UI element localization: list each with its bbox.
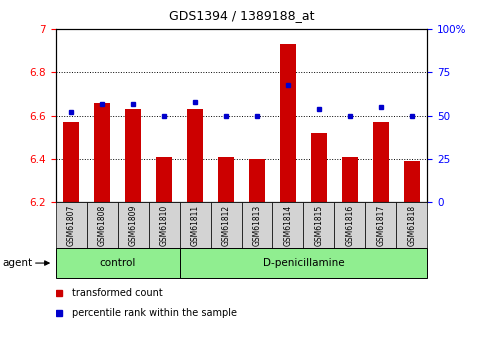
Text: GSM61817: GSM61817 — [376, 205, 385, 246]
Text: GSM61810: GSM61810 — [159, 205, 169, 246]
Bar — [56, 248, 180, 278]
Bar — [180, 248, 427, 278]
Text: GSM61807: GSM61807 — [67, 205, 75, 246]
Bar — [334, 202, 366, 248]
Text: GSM61815: GSM61815 — [314, 205, 324, 246]
Bar — [218, 157, 234, 202]
Bar — [187, 109, 203, 202]
Text: GSM61809: GSM61809 — [128, 205, 138, 246]
Text: D-penicillamine: D-penicillamine — [263, 258, 344, 268]
Bar — [149, 202, 180, 248]
Bar — [94, 103, 110, 202]
Text: GSM61818: GSM61818 — [408, 205, 416, 246]
Text: GSM61808: GSM61808 — [98, 205, 107, 246]
Bar — [366, 202, 397, 248]
Bar — [56, 202, 86, 248]
Text: GSM61816: GSM61816 — [345, 205, 355, 246]
Bar — [303, 202, 334, 248]
Text: GSM61812: GSM61812 — [222, 205, 230, 246]
Bar — [311, 133, 327, 202]
Bar — [242, 202, 272, 248]
Text: GSM61811: GSM61811 — [190, 205, 199, 246]
Text: GSM61813: GSM61813 — [253, 205, 261, 246]
Bar — [211, 202, 242, 248]
Bar — [272, 202, 303, 248]
Bar — [117, 202, 149, 248]
Text: percentile rank within the sample: percentile rank within the sample — [72, 308, 237, 318]
Bar — [249, 159, 265, 202]
Text: GSM61814: GSM61814 — [284, 205, 293, 246]
Bar — [373, 122, 389, 202]
Bar — [342, 157, 358, 202]
Bar — [404, 161, 420, 202]
Bar — [86, 202, 117, 248]
Text: transformed count: transformed count — [72, 288, 163, 298]
Bar — [63, 122, 79, 202]
Text: GDS1394 / 1389188_at: GDS1394 / 1389188_at — [169, 9, 314, 22]
Text: control: control — [99, 258, 136, 268]
Bar — [280, 45, 296, 202]
Bar — [156, 157, 172, 202]
Bar — [180, 202, 211, 248]
Bar — [397, 202, 427, 248]
Text: agent: agent — [2, 258, 32, 268]
Bar — [125, 109, 141, 202]
